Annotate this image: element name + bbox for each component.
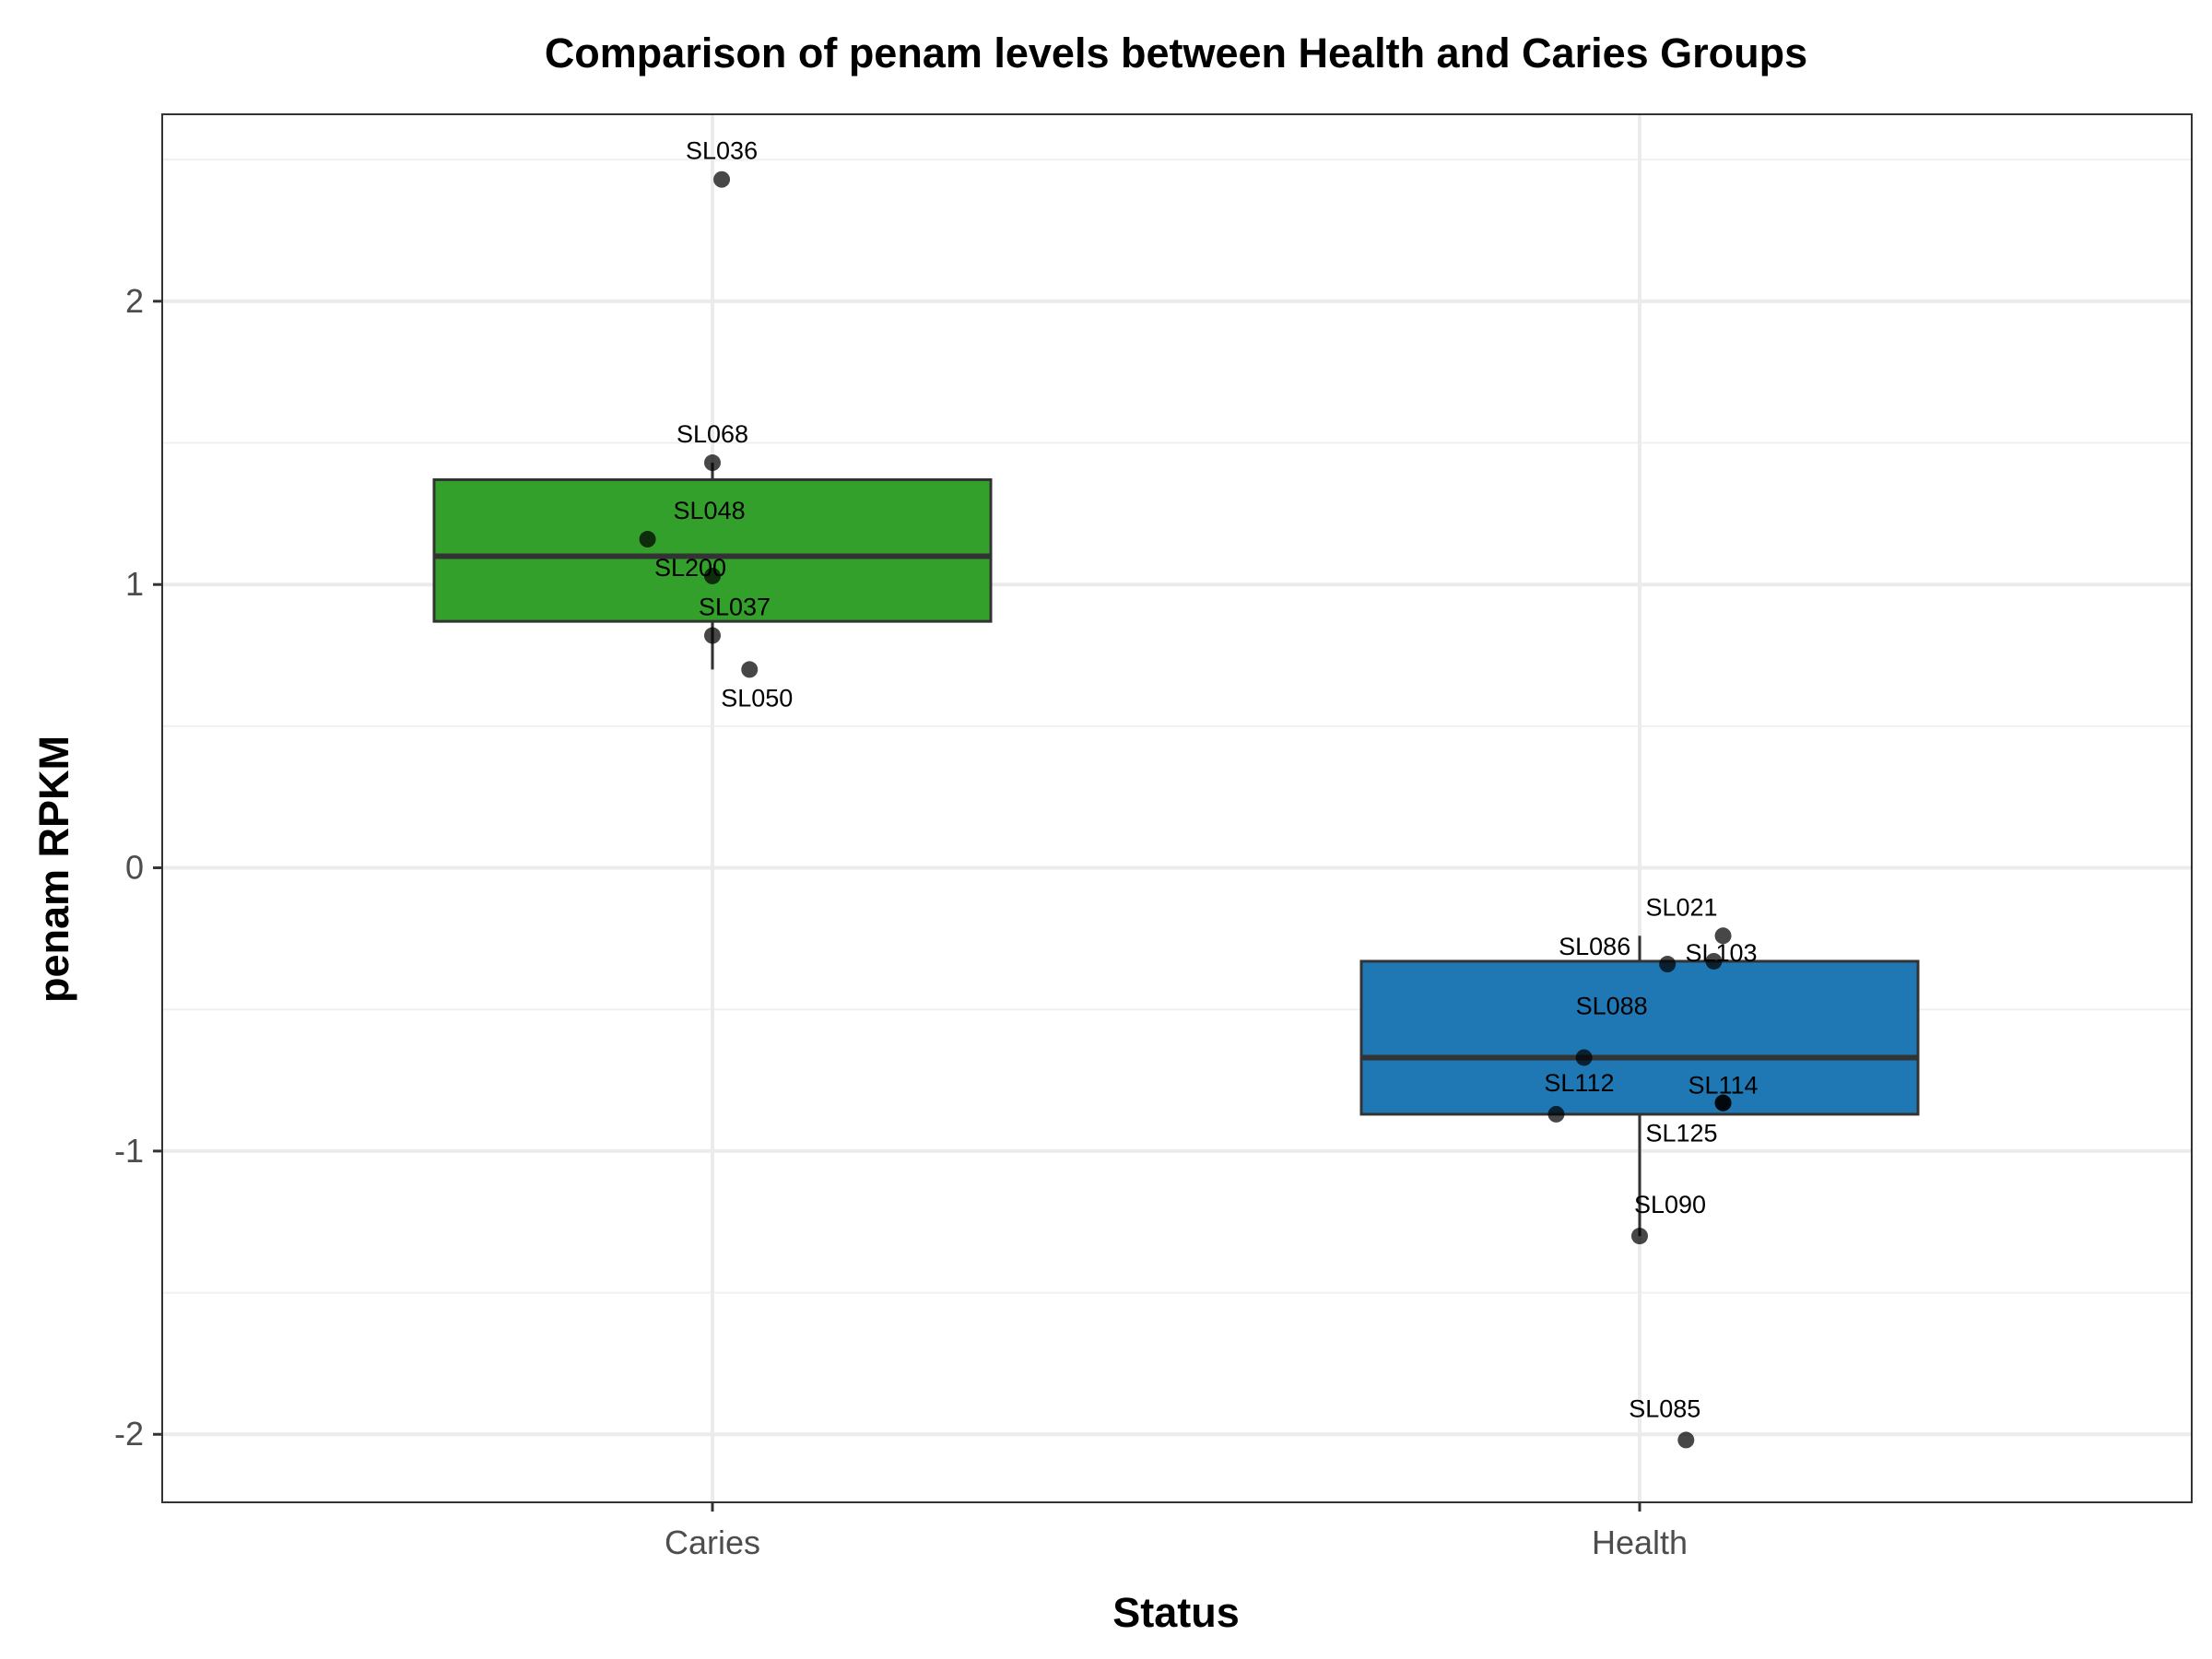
y-tick-label: -2 bbox=[114, 1415, 144, 1453]
point-label-sl036: SL036 bbox=[686, 137, 758, 165]
data-point-sl090 bbox=[1631, 1228, 1648, 1245]
y-tick-label: 0 bbox=[125, 849, 144, 887]
x-axis-title: Status bbox=[1112, 1589, 1240, 1636]
y-tick-label: 1 bbox=[125, 565, 144, 603]
x-tick-label-health: Health bbox=[1592, 1524, 1688, 1561]
point-label-sl088: SL088 bbox=[1576, 992, 1648, 1019]
point-label-sl103: SL103 bbox=[1685, 939, 1757, 967]
point-label-sl050: SL050 bbox=[721, 684, 793, 712]
grid-lines bbox=[162, 114, 2192, 1502]
box-health bbox=[1359, 935, 1920, 1237]
point-label-sl200: SL200 bbox=[654, 554, 726, 582]
point-label-sl086: SL086 bbox=[1559, 933, 1630, 960]
point-label-sl037: SL037 bbox=[699, 594, 771, 621]
data-point-sl086 bbox=[1659, 956, 1677, 973]
chart-title: Comparison of penam levels between Healt… bbox=[545, 29, 1807, 76]
data-point-sl048 bbox=[639, 531, 656, 548]
axis-layer: -2 -1 0 1 2 Caries Health bbox=[114, 282, 1688, 1561]
point-label-layer: SL036 SL068 SL048 SL200 SL037 SL050 SL021 SL086… bbox=[654, 137, 1759, 1423]
point-label-sl021: SL021 bbox=[1646, 893, 1718, 921]
data-point-sl021 bbox=[1714, 927, 1732, 945]
data-point-sl125 bbox=[1714, 1094, 1732, 1112]
data-point-sl037 bbox=[704, 627, 721, 644]
data-point-sl050 bbox=[741, 661, 759, 678]
point-label-sl090: SL090 bbox=[1634, 1191, 1706, 1218]
data-point-sl085 bbox=[1677, 1431, 1695, 1449]
point-label-sl068: SL068 bbox=[677, 420, 748, 448]
data-point-sl036 bbox=[713, 171, 731, 188]
y-tick-label: 2 bbox=[125, 282, 144, 320]
data-point-sl088 bbox=[1575, 1049, 1593, 1066]
data-point-sl200 bbox=[704, 567, 721, 584]
point-label-sl112: SL112 bbox=[1544, 1069, 1614, 1097]
box-caries bbox=[432, 463, 993, 670]
point-label-sl048: SL048 bbox=[674, 497, 746, 524]
plot-panel-border bbox=[161, 113, 2193, 1503]
box-body bbox=[1359, 959, 1920, 1116]
x-tick-label-caries: Caries bbox=[665, 1524, 760, 1561]
y-tick-label: -1 bbox=[114, 1132, 144, 1170]
box-body bbox=[432, 477, 993, 623]
point-label-sl085: SL085 bbox=[1629, 1394, 1700, 1422]
data-point-sl112 bbox=[1547, 1105, 1565, 1123]
y-axis-title: penam RPKM bbox=[30, 735, 77, 1003]
point-label-sl114: SL114 bbox=[1688, 1072, 1759, 1100]
box-layer bbox=[432, 463, 1920, 1237]
point-layer bbox=[639, 171, 1732, 1449]
data-point-sl068 bbox=[704, 454, 721, 472]
point-label-sl125: SL125 bbox=[1646, 1120, 1718, 1147]
data-point-sl103 bbox=[1705, 952, 1723, 970]
